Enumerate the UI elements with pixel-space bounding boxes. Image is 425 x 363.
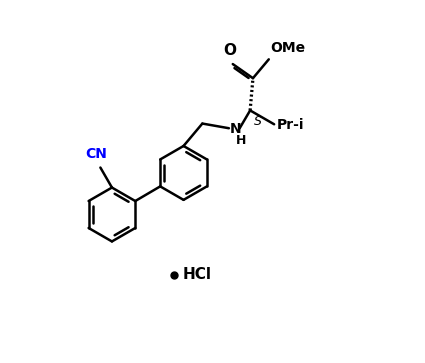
Text: CN: CN (85, 147, 107, 162)
Text: HCl: HCl (183, 267, 212, 282)
Text: OMe: OMe (270, 41, 306, 55)
Text: H: H (236, 134, 246, 147)
Text: S: S (254, 115, 262, 128)
Text: Pr-i: Pr-i (276, 118, 304, 132)
Text: N: N (230, 122, 241, 136)
Text: O: O (223, 43, 236, 58)
